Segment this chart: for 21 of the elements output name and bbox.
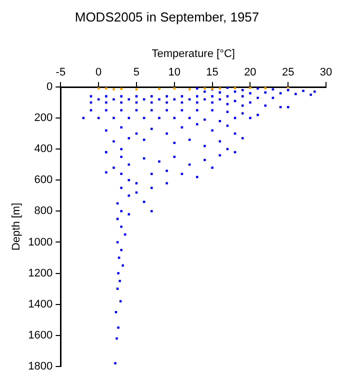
x-tick-label: 25 bbox=[282, 66, 294, 78]
y-tick-label: 400 bbox=[34, 143, 53, 156]
y-tick-label: 1000 bbox=[28, 236, 53, 248]
y-tick-label: 0 bbox=[46, 81, 53, 94]
y-tick-label: 600 bbox=[34, 174, 53, 186]
y-tick-label: 1400 bbox=[28, 298, 53, 310]
chart-title: MODS2005 in September, 1957 bbox=[74, 9, 260, 24]
y-tick-label: 1800 bbox=[28, 360, 53, 372]
x-tick-label: 5 bbox=[133, 66, 140, 78]
x-tick-label: 15 bbox=[206, 66, 218, 78]
y-tick-label: 1200 bbox=[28, 267, 53, 280]
x-axis-title: Temperature [°C] bbox=[152, 48, 235, 60]
x-tick-label: -5 bbox=[56, 66, 66, 78]
y-tick-label: 200 bbox=[34, 112, 53, 124]
y-tick-label: 1600 bbox=[28, 329, 53, 342]
x-tick-label: 0 bbox=[96, 66, 102, 78]
y-axis-title: Depth [m] bbox=[10, 202, 23, 251]
x-tick-label: 20 bbox=[244, 66, 256, 78]
x-tick-label: 10 bbox=[168, 66, 181, 78]
x-tick-label: 30 bbox=[320, 66, 332, 78]
y-tick-label: 800 bbox=[34, 205, 53, 218]
